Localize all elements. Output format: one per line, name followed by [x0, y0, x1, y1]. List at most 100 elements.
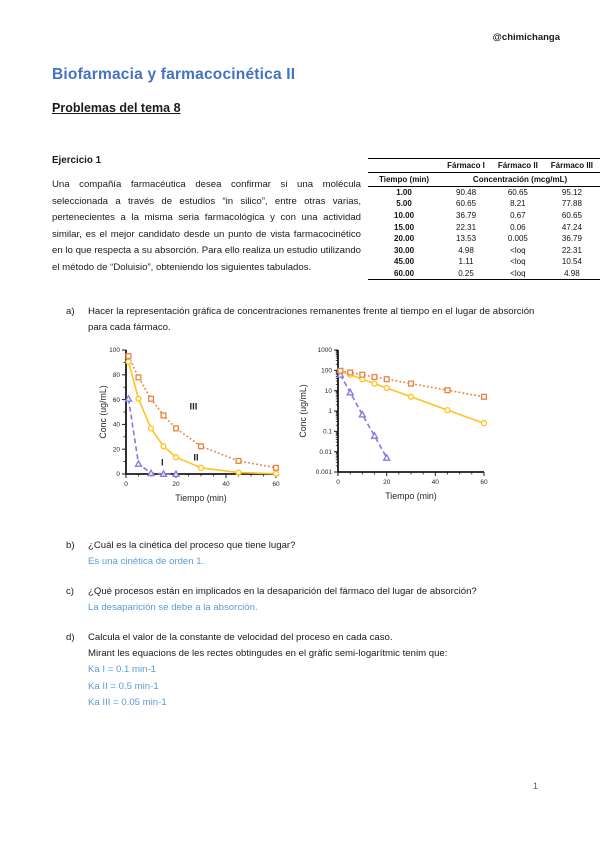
marker-square — [347, 369, 354, 376]
table-time-header: Tiempo (min) — [379, 175, 430, 184]
table-cell: 36.79 — [561, 234, 582, 244]
table-cell: 30.00 — [394, 245, 415, 255]
marker-triangle — [382, 453, 391, 461]
item-c-question: ¿Qué procesos están en implicados en la … — [88, 586, 477, 597]
table-cell: 60.65 — [507, 188, 528, 198]
svg-text:40: 40 — [113, 422, 121, 429]
series-line — [340, 370, 485, 398]
table-cell: 90.48 — [456, 188, 477, 198]
exercise-heading: Ejercicio 1 — [52, 155, 102, 166]
table-cell: 60.65 — [561, 210, 582, 220]
marker-square — [160, 412, 167, 419]
item-d-answer-ka2: Ka II = 0.5 min-1 — [88, 680, 159, 692]
marker-circle — [480, 420, 488, 427]
table-cell: 60.00 — [394, 268, 415, 278]
item-b-answer: Es una cinética de orden 1. — [88, 556, 205, 568]
marker-square — [172, 425, 180, 432]
item-b: b) ¿Cuál es la cinética del proceso que … — [66, 538, 544, 570]
table-cell: 1.00 — [396, 188, 412, 198]
svg-text:40: 40 — [432, 479, 440, 486]
marker-square — [135, 374, 142, 381]
table-cell: 13.53 — [456, 234, 477, 244]
table-row: 10.00 36.79 0.67 60.65 — [368, 210, 600, 222]
item-b-letter: b) — [66, 540, 75, 551]
table-col-header-farmaco1: Fármaco I — [447, 161, 485, 170]
table-row: 5.00 60.65 8.21 77.88 — [368, 198, 600, 210]
x-axis-label: Tiempo (min) — [385, 491, 437, 501]
item-a-letter: a) — [66, 306, 75, 317]
table-corner-cell — [368, 159, 440, 173]
exercise-intro: Una compañía farmacéutica desea confirma… — [52, 179, 361, 273]
x-axis-label: Tiempo (min) — [175, 493, 227, 503]
table-cell: 20.00 — [394, 234, 415, 244]
marker-square — [407, 380, 415, 387]
marker-square — [235, 457, 242, 464]
table-cell: 4.98 — [564, 268, 580, 278]
item-d-letter: d) — [66, 632, 75, 643]
table-cell: 0.06 — [510, 222, 526, 232]
table-cell: <loq — [510, 257, 526, 267]
svg-text:0: 0 — [124, 481, 128, 488]
svg-text:0: 0 — [336, 479, 340, 486]
table-cell: 36.79 — [456, 210, 477, 220]
concentration-table: Fármaco I Fármaco II Fármaco III Tiempo … — [368, 158, 600, 280]
y-axis-label: Conc (ug/mL) — [298, 384, 308, 437]
table-cell: 8.21 — [510, 199, 526, 209]
table-cell: 45.00 — [394, 257, 415, 267]
marker-square — [147, 395, 155, 402]
table-cell: 1.11 — [458, 257, 474, 267]
svg-text:60: 60 — [113, 397, 121, 404]
page-title: Biofarmacia y farmacocinética II — [52, 66, 296, 83]
svg-text:0.01: 0.01 — [319, 449, 332, 456]
item-c-answer: La desaparición se debe a la absorción. — [88, 602, 258, 614]
svg-text:1000: 1000 — [318, 347, 333, 354]
table-cell: 22.31 — [456, 222, 477, 232]
marker-square — [359, 371, 366, 378]
svg-text:60: 60 — [480, 479, 488, 486]
table-cell: 4.98 — [458, 245, 474, 255]
item-c-letter: c) — [66, 586, 74, 597]
table-cell: 5.00 — [396, 199, 412, 209]
marker-circle — [407, 393, 415, 400]
series-line — [127, 361, 277, 475]
marker-triangle — [171, 469, 181, 478]
marker-square — [197, 443, 205, 450]
linear-concentration-chart: 0 20 40 60 80 100 0 20 40 60 Tiempo (min) Conc (ug/… — [96, 342, 296, 523]
svg-text:0.1: 0.1 — [323, 429, 332, 436]
svg-text:10: 10 — [325, 388, 333, 395]
table-col-header-farmaco2: Fármaco II — [497, 161, 538, 170]
table-row: 15.00 22.31 0.06 47.24 — [368, 221, 600, 233]
marker-square — [125, 353, 132, 360]
marker-circle — [135, 395, 142, 402]
marker-triangle — [124, 394, 133, 402]
svg-text:1: 1 — [328, 408, 332, 415]
svg-text:0.001: 0.001 — [316, 469, 333, 476]
table-row: 20.00 13.53 0.005 36.79 — [368, 233, 600, 245]
item-c: c) ¿Qué procesos están en implicados en … — [66, 584, 544, 616]
marker-triangle — [159, 469, 168, 477]
marker-square — [337, 367, 344, 374]
marker-circle — [383, 384, 390, 392]
svg-text:20: 20 — [383, 479, 391, 486]
table-cell: 77.88 — [561, 199, 582, 209]
marker-square — [480, 393, 488, 400]
marker-circle — [272, 470, 280, 477]
series-line — [127, 398, 177, 475]
table-cell: 10.54 — [561, 257, 582, 267]
marker-circle — [235, 469, 242, 476]
svg-text:80: 80 — [113, 372, 121, 379]
marker-square — [444, 387, 451, 394]
marker-triangle — [358, 410, 367, 418]
curve-label: I — [161, 457, 164, 468]
table-cell: 47.24 — [561, 222, 582, 232]
table-cell: 0.25 — [458, 268, 474, 278]
table-row: 60.00 0.25 <loq 4.98 — [368, 268, 600, 280]
table-cell: 0.67 — [510, 210, 526, 220]
table-row: 1.00 90.48 60.65 95.12 — [368, 187, 600, 199]
table-row: 45.00 1.11 <loq 10.54 — [368, 256, 600, 268]
item-a: a) Hacer la representación gráfica de co… — [66, 304, 544, 336]
item-a-text: Hacer la representación gráfica de conce… — [88, 306, 535, 334]
marker-circle — [125, 358, 132, 365]
chart-axes — [125, 350, 276, 475]
